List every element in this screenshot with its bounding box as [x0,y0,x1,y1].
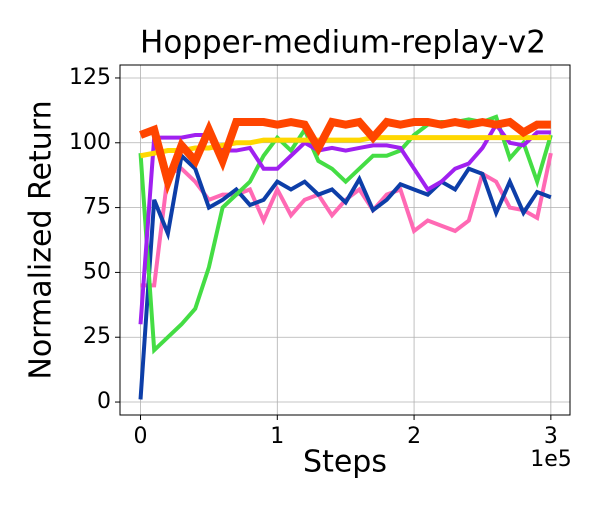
x-tick-label: 2 [407,424,421,449]
series-line [139,117,551,195]
x-tick-label: 0 [134,424,148,449]
series-line [140,152,553,288]
y-axis-label: Normalized Return [24,100,59,379]
y-tick-label: 75 [83,195,111,220]
plot-frame [119,64,571,416]
x-offset-label: 1e5 [530,447,572,472]
y-tick-label: 0 [97,389,111,414]
y-tick-label: 100 [69,130,111,155]
x-axis-label: Steps [303,445,387,480]
series-line [138,151,552,400]
chart-title: Hopper-medium-replay-v2 [140,25,546,61]
series-line [140,135,551,159]
y-tick-label: 25 [83,324,111,349]
y-tick-label: 125 [69,65,111,90]
x-tick-label: 1 [270,424,284,449]
x-tick-label: 3 [544,424,558,449]
y-tick-label: 50 [83,259,111,284]
